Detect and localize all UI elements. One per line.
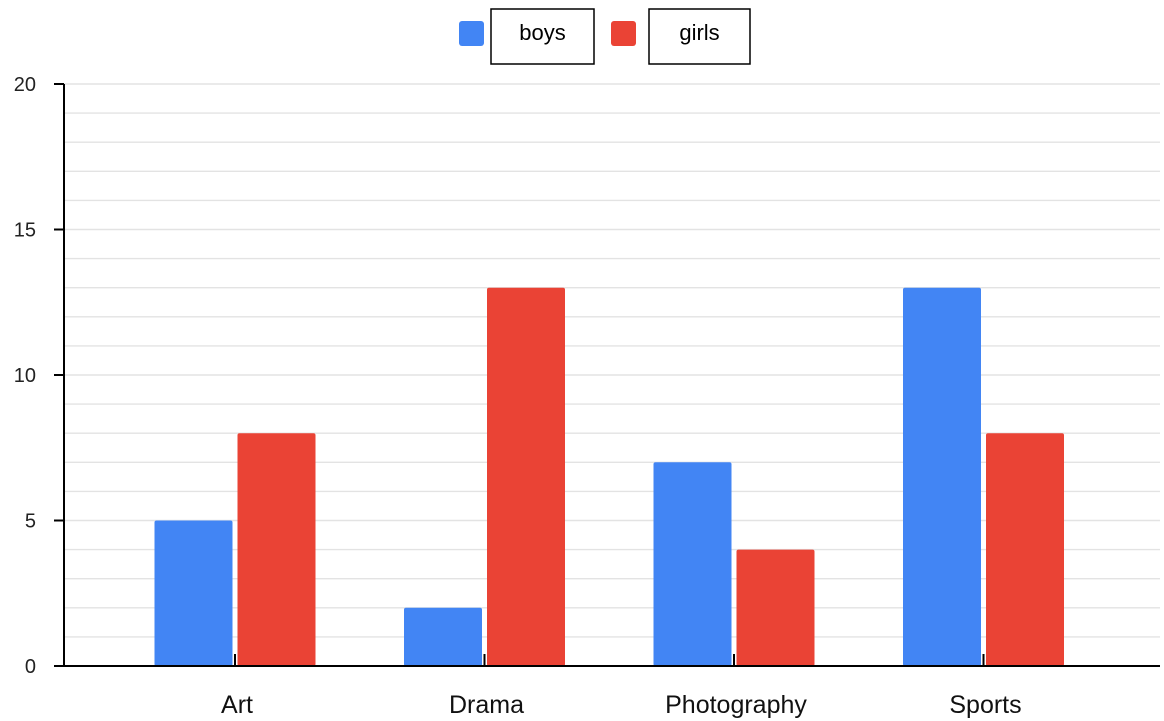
bar-boys-art: [154, 520, 233, 666]
bar-girls-drama: [487, 287, 565, 666]
legend-box-boys: [490, 8, 595, 65]
x-tick-label-drama: Drama: [449, 691, 524, 719]
x-tick-label-photography: Photography: [665, 691, 807, 719]
y-tick-label: 5: [25, 511, 36, 533]
legend-label-boys: boys: [519, 20, 565, 45]
x-axis-ticks: Art Drama Photography Sports: [221, 654, 1022, 719]
legend-label-girls: girls: [679, 20, 719, 45]
legend: boys girls: [459, 8, 751, 65]
y-axis-ticks: 0 5 10 15 20: [14, 74, 64, 678]
bars: [154, 287, 1064, 666]
bar-boys-photography: [653, 462, 732, 666]
bar-girls-art: [237, 433, 316, 666]
bar-girls-sports: [986, 433, 1064, 666]
bar-boys-sports: [903, 287, 981, 666]
y-tick-label: 10: [14, 365, 36, 387]
x-tick-label-art: Art: [221, 691, 253, 719]
bar-boys-drama: [404, 607, 482, 666]
legend-swatch-boys: [459, 21, 484, 46]
y-tick-label: 0: [25, 656, 36, 678]
legend-box-girls: [648, 8, 751, 65]
x-tick-label-sports: Sports: [949, 691, 1021, 719]
legend-swatch-girls: [611, 21, 636, 46]
y-tick-label: 15: [14, 220, 36, 242]
bar-girls-photography: [736, 549, 815, 666]
y-tick-label: 20: [14, 74, 36, 96]
